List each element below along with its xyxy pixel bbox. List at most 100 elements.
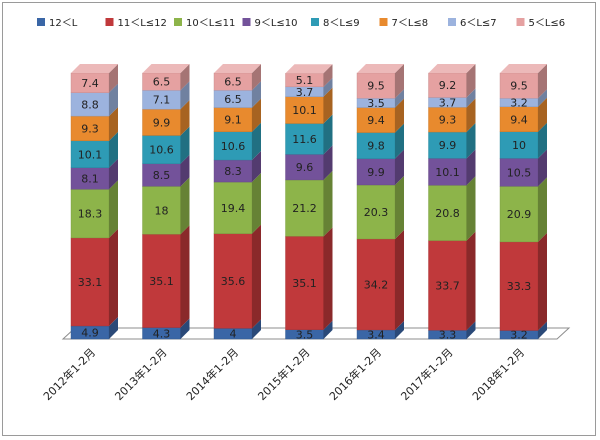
bar-segment-top (500, 64, 547, 73)
bar-segment-side (538, 232, 547, 331)
data-label: 7.1 (153, 94, 171, 107)
bar-segment (142, 186, 181, 235)
legend-item: 6＜L≤7 (448, 18, 497, 29)
legend-label: 6＜L≤7 (460, 18, 497, 29)
x-tick-label: 2013年1-2月 (112, 345, 170, 403)
data-label: 10.1 (78, 148, 103, 161)
bar-segment-side (538, 89, 547, 107)
data-label: 4.3 (153, 327, 171, 340)
data-label: 3.7 (439, 96, 457, 109)
data-label: 9.9 (153, 116, 171, 129)
bar-segment-top (71, 64, 118, 73)
bar-segment-side (466, 321, 476, 339)
bar-segment (356, 238, 396, 331)
bar-segment-side (323, 77, 333, 97)
bar-segment (499, 72, 539, 99)
legend-item: 10＜L≤11 (174, 18, 235, 29)
bar-segment-side (538, 97, 547, 132)
bar-segment-side (466, 64, 476, 98)
bar-segment-side (109, 228, 118, 326)
bar-segment-side (109, 64, 118, 93)
data-label: 20.9 (507, 208, 532, 221)
bar-segment (428, 185, 467, 241)
bar-segment (428, 158, 467, 186)
data-label: 3.3 (439, 329, 457, 342)
data-label: 20.3 (364, 206, 389, 219)
bar-segment-side (395, 123, 404, 159)
bar-segment-side (538, 321, 547, 339)
data-label: 3.7 (296, 86, 314, 99)
bar-segment-side (323, 227, 333, 330)
x-tick-label: 2017年1-2月 (398, 345, 456, 403)
legend-label: 8＜L≤9 (323, 18, 360, 29)
data-label: 8.5 (153, 169, 171, 182)
bar-segment-side (323, 170, 333, 237)
bar-segment-side (180, 154, 190, 187)
bar-segment (428, 131, 467, 159)
bar-segment-side (180, 81, 190, 110)
legend-swatch (174, 18, 182, 26)
x-tick-label: 2014年1-2月 (183, 345, 241, 403)
bar-segment-side (395, 175, 404, 239)
bar-stack: 4 35.6 19.4 8.3 10.6 9.1 6.5 6.5 (213, 64, 261, 341)
bar-stack: 4.3 35.1 18 8.5 10.6 9.9 7.1 6.5 (142, 64, 190, 340)
stacked-bar-chart: 4.9 33.1 18.3 8.1 10.1 9.3 8.8 7.4 2012年1-2月 4.3 3… (37, 18, 571, 403)
bar-stack: 3.2 33.3 20.9 10.5 10 9.4 3.2 9.5 (499, 64, 547, 342)
bar-segment-top (142, 64, 190, 73)
legend-item: 8＜L≤9 (311, 18, 360, 29)
bar-segment-side (466, 176, 476, 241)
data-label: 6.5 (153, 76, 171, 89)
bar-segment-side (323, 114, 333, 155)
bar-segment (356, 184, 396, 240)
data-label: 10 (512, 139, 526, 152)
bar-segment (142, 135, 181, 164)
bar-segment-side (109, 158, 118, 190)
data-label: 33.3 (507, 280, 532, 293)
bar-segment (356, 72, 396, 99)
legend-label: 12＜L (49, 18, 78, 29)
bar-segment-side (180, 64, 190, 91)
bar-segment (356, 107, 396, 133)
bar-segment-side (395, 89, 404, 108)
legend-label: 5＜L≤6 (529, 18, 566, 29)
data-label: 5.1 (296, 74, 314, 87)
data-label: 19.4 (221, 202, 246, 215)
legend-item: 12＜L (37, 18, 78, 29)
bar-segment-side (252, 98, 261, 132)
legend-item: 7＜L≤8 (379, 18, 429, 29)
data-label: 9.6 (296, 161, 314, 174)
data-label: 21.2 (292, 202, 317, 215)
data-label: 18 (155, 204, 169, 217)
legend-label: 11＜L≤12 (118, 18, 167, 29)
bar-segment-side (466, 149, 476, 186)
data-label: 9.3 (439, 114, 457, 127)
data-label: 6.5 (224, 93, 242, 106)
data-label: 8.3 (224, 165, 242, 178)
legend: 12＜L 11＜L≤12 10＜L≤11 9＜L≤10 8＜L≤9 7＜L≤8 6＜L≤7 5… (37, 18, 565, 29)
bar-segment-side (109, 180, 118, 238)
data-label: 8.8 (81, 98, 99, 111)
bar-segment (499, 106, 539, 132)
bar-segment-side (323, 320, 333, 339)
data-label: 9.5 (510, 80, 528, 93)
data-label: 10.1 (292, 104, 317, 117)
bar-segment (213, 181, 253, 234)
legend-swatch (105, 18, 114, 26)
legend-label: 7＜L≤8 (392, 18, 429, 29)
data-label: 18.3 (78, 208, 103, 221)
bar-segment-side (109, 107, 118, 141)
data-label: 4.9 (81, 326, 99, 339)
bar-segment-side (323, 145, 333, 180)
bar-segment-side (466, 123, 476, 159)
data-label: 3.2 (510, 329, 528, 342)
data-label: 4 (230, 328, 237, 341)
bar-segment-side (252, 319, 261, 339)
data-label: 3.5 (296, 328, 314, 341)
bar-segment-side (109, 316, 118, 339)
data-label: 33.7 (435, 279, 460, 292)
data-label: 3.4 (367, 328, 385, 341)
bar-segment-side (180, 100, 190, 136)
data-label: 10.6 (221, 140, 246, 153)
data-label: 10.1 (435, 166, 460, 179)
legend-swatch (37, 18, 45, 26)
